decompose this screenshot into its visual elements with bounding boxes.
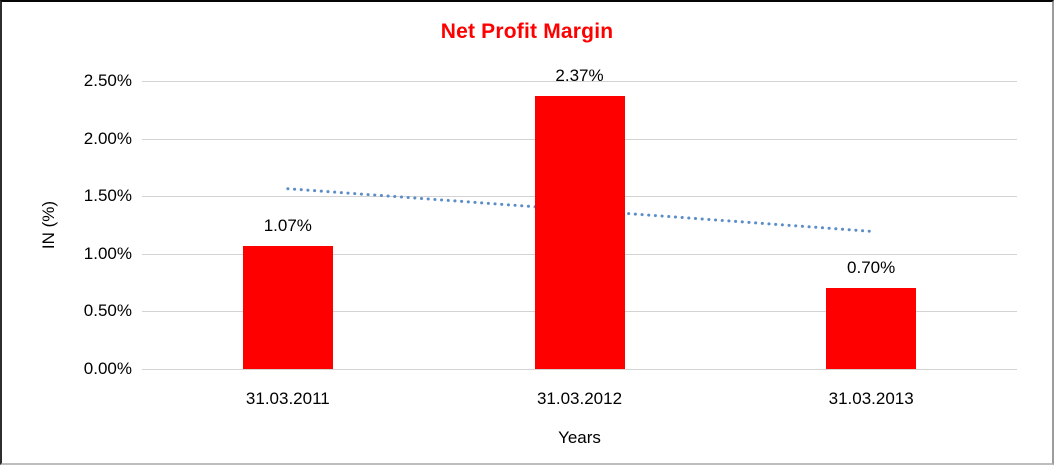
x-category-label: 31.03.2012 bbox=[536, 389, 623, 408]
bar bbox=[534, 95, 625, 369]
bar-value-label: 2.37% bbox=[555, 65, 604, 85]
y-axis-title: IN (%) bbox=[39, 200, 58, 250]
x-category-label: 31.03.2013 bbox=[828, 389, 914, 408]
chart-title: Net Profit Margin bbox=[440, 20, 614, 43]
x-axis-title: Years bbox=[558, 428, 601, 447]
y-tick-label: 2.50% bbox=[83, 71, 132, 90]
y-tick-label: 2.00% bbox=[83, 128, 132, 148]
x-category-label: 31.03.2011 bbox=[245, 389, 330, 408]
y-tick-label: 0.50% bbox=[83, 301, 132, 321]
bar-value-label: 1.07% bbox=[263, 215, 312, 235]
y-tick-label: 0.00% bbox=[83, 359, 132, 378]
bar bbox=[826, 288, 917, 369]
y-tick-label: 1.00% bbox=[83, 243, 132, 263]
y-tick-label: 1.50% bbox=[83, 186, 132, 206]
gridline bbox=[142, 369, 1017, 370]
bar-value-label: 0.70% bbox=[847, 258, 896, 278]
bar bbox=[242, 245, 333, 369]
gridline bbox=[142, 81, 1017, 82]
